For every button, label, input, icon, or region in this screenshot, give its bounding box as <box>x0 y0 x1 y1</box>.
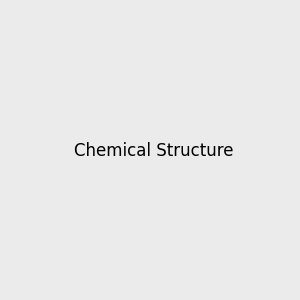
Text: Chemical Structure: Chemical Structure <box>74 142 233 160</box>
